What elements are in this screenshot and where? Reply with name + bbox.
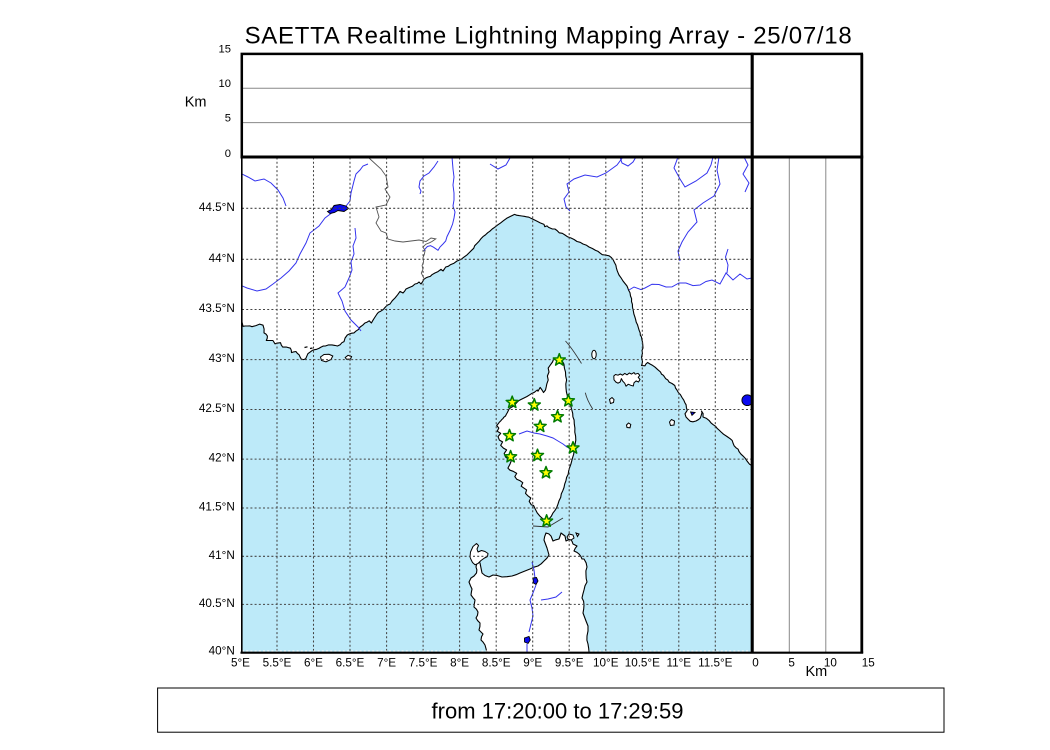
- svg-text:15: 15: [862, 656, 876, 669]
- svg-text:6°E: 6°E: [304, 656, 323, 669]
- svg-text:42.5°N: 42.5°N: [199, 402, 235, 415]
- svg-text:0: 0: [752, 656, 759, 669]
- svg-text:15: 15: [219, 44, 231, 56]
- svg-text:0: 0: [225, 148, 231, 160]
- svg-text:9.5°E: 9.5°E: [555, 656, 584, 669]
- svg-text:5: 5: [788, 656, 795, 669]
- svg-text:5°E: 5°E: [231, 656, 250, 669]
- svg-text:7.5°E: 7.5°E: [409, 656, 438, 669]
- svg-text:Km: Km: [806, 664, 828, 680]
- svg-text:40°N: 40°N: [209, 645, 235, 658]
- svg-text:44°N: 44°N: [209, 252, 235, 265]
- svg-text:from 17:20:00 to 17:29:59: from 17:20:00 to 17:29:59: [432, 699, 684, 724]
- svg-text:42°N: 42°N: [209, 452, 235, 465]
- svg-text:10: 10: [219, 78, 231, 90]
- svg-text:10: 10: [824, 656, 838, 669]
- svg-text:11°E: 11°E: [666, 656, 691, 669]
- svg-text:41°N: 41°N: [209, 549, 235, 562]
- svg-text:SAETTA Realtime Lightning Mapp: SAETTA Realtime Lightning Mapping Array …: [245, 23, 853, 50]
- svg-text:44.5°N: 44.5°N: [199, 201, 235, 214]
- svg-text:Km: Km: [185, 95, 207, 111]
- svg-text:43.5°N: 43.5°N: [199, 302, 235, 315]
- svg-text:43°N: 43°N: [209, 352, 235, 365]
- svg-text:10.5°E: 10.5°E: [625, 656, 660, 669]
- svg-text:40.5°N: 40.5°N: [199, 597, 235, 610]
- svg-text:8°E: 8°E: [450, 656, 469, 669]
- svg-text:9°E: 9°E: [523, 656, 542, 669]
- svg-text:41.5°N: 41.5°N: [199, 501, 235, 514]
- svg-text:11.5°E: 11.5°E: [698, 656, 733, 669]
- svg-text:5: 5: [225, 112, 231, 124]
- svg-text:5.5°E: 5.5°E: [263, 656, 292, 669]
- svg-text:6.5°E: 6.5°E: [336, 656, 365, 669]
- svg-text:7°E: 7°E: [377, 656, 396, 669]
- svg-text:8.5°E: 8.5°E: [482, 656, 511, 669]
- svg-text:10°E: 10°E: [593, 656, 619, 669]
